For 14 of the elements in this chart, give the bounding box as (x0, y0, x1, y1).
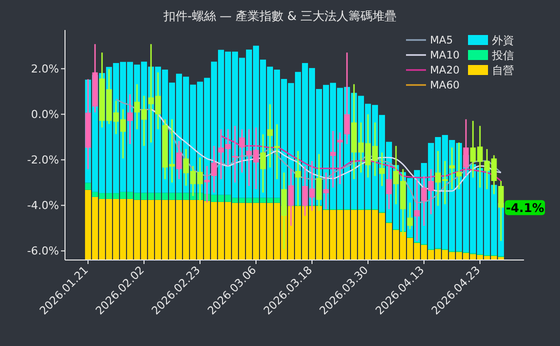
y-tick-label: 2.0% (31, 62, 59, 76)
legend-label: MA10 (430, 50, 460, 62)
y-tick-label: 0.0% (31, 108, 59, 122)
legend-label: 外資 (492, 34, 514, 47)
legend-label: MA5 (430, 34, 453, 47)
y-tick-label: -4.0% (27, 199, 59, 212)
chart-title: 扣件-螺絲 — 產業指數 & 三大法人籌碼堆疊 (162, 9, 396, 23)
annotation: -4.1% (506, 200, 544, 215)
y-tick-label: -6.0% (27, 244, 59, 258)
legend-label: MA20 (430, 64, 460, 77)
legend-label: 自營 (492, 64, 514, 77)
legend-label: MA60 (430, 80, 460, 92)
y-tick-label: -2.0% (27, 154, 59, 167)
legend-label: 投信 (491, 48, 514, 62)
